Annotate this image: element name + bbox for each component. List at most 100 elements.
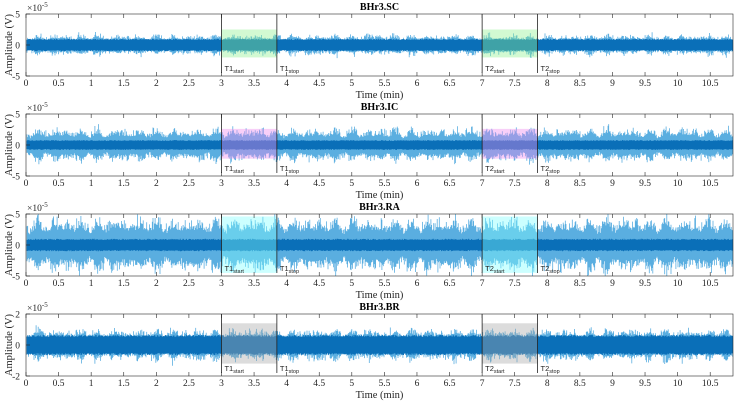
x-tick-label: 0 bbox=[24, 79, 29, 89]
marker-label: T2start bbox=[485, 364, 505, 375]
shaded-window-1 bbox=[221, 216, 277, 273]
x-tick-label: 0.5 bbox=[53, 79, 65, 89]
x-tick-label: 6.5 bbox=[444, 179, 456, 189]
y-exponent-base: ×10 bbox=[27, 204, 42, 214]
y-tick-label: -5 bbox=[12, 173, 20, 183]
x-tick-label: 2.5 bbox=[183, 179, 195, 189]
x-tick-label: 7.5 bbox=[509, 279, 521, 289]
x-tick-label: 8.5 bbox=[574, 79, 586, 89]
x-tick-label: 2 bbox=[154, 79, 159, 89]
x-tick-label: 1 bbox=[89, 79, 94, 89]
x-tick-label: 4.5 bbox=[313, 79, 325, 89]
marker-label-sub: start bbox=[233, 69, 244, 75]
x-tick-label: 0.5 bbox=[53, 279, 65, 289]
subplot-title: BHr3.IC bbox=[361, 102, 399, 113]
marker-label-main: T2 bbox=[541, 164, 550, 173]
x-tick-label: 2.5 bbox=[183, 79, 195, 89]
x-tick-label: 2 bbox=[154, 179, 159, 189]
x-tick-label: 6.5 bbox=[444, 379, 456, 389]
x-tick-label: 9.5 bbox=[639, 279, 651, 289]
x-tick-label: 9.5 bbox=[639, 379, 651, 389]
y-tick-label: 0 bbox=[15, 142, 20, 152]
shaded-window-1 bbox=[221, 29, 277, 58]
x-tick-label: 3.5 bbox=[248, 79, 260, 89]
shaded-window-2 bbox=[482, 29, 538, 58]
y-tick-label: 0 bbox=[15, 342, 20, 352]
x-tick-label: 7.5 bbox=[509, 79, 521, 89]
x-tick-label: 5.5 bbox=[378, 79, 390, 89]
x-tick-label: 4 bbox=[284, 379, 289, 389]
marker-label: T2stop bbox=[541, 364, 560, 375]
subplot-title: BHr3.SC bbox=[360, 2, 399, 13]
marker-label-main: T2 bbox=[485, 64, 494, 73]
x-tick-label: 7 bbox=[480, 79, 485, 89]
y-tick-label: -2 bbox=[12, 373, 20, 383]
x-tick-label: 8 bbox=[545, 79, 550, 89]
x-tick-label: 10 bbox=[673, 79, 683, 89]
y-tick-label: 5 bbox=[15, 111, 20, 121]
shaded-window-2 bbox=[482, 216, 538, 273]
x-tick-label: 9 bbox=[610, 379, 615, 389]
marker-label: T1stop bbox=[280, 64, 299, 75]
marker-label: T1stop bbox=[280, 364, 299, 375]
marker-label: T1start bbox=[224, 264, 244, 275]
shaded-window-2 bbox=[482, 323, 538, 364]
y-axis-label: Amplitude (V) bbox=[4, 13, 15, 76]
x-tick-label: 4 bbox=[284, 179, 289, 189]
x-tick-label: 5 bbox=[349, 179, 354, 189]
shaded-window-1 bbox=[221, 128, 277, 159]
x-tick-label: 1 bbox=[89, 379, 94, 389]
x-tick-label: 7 bbox=[480, 179, 485, 189]
x-tick-label: 5.5 bbox=[378, 279, 390, 289]
x-tick-label: 9.5 bbox=[639, 79, 651, 89]
marker-label-sub: start bbox=[494, 69, 505, 75]
x-tick-label: 6.5 bbox=[444, 279, 456, 289]
y-axis-label: Amplitude (V) bbox=[4, 313, 15, 376]
signal-trace-core bbox=[26, 238, 733, 252]
x-tick-label: 10 bbox=[673, 179, 683, 189]
y-exponent-base: ×10 bbox=[27, 4, 42, 14]
x-tick-label: 1.5 bbox=[118, 379, 130, 389]
x-tick-label: 10.5 bbox=[702, 379, 719, 389]
x-tick-label: 4.5 bbox=[313, 379, 325, 389]
x-tick-label: 9 bbox=[610, 179, 615, 189]
x-tick-label: 8.5 bbox=[574, 179, 586, 189]
x-tick-label: 5 bbox=[349, 379, 354, 389]
marker-label-sub: stop bbox=[289, 369, 299, 375]
x-tick-label: 4 bbox=[284, 79, 289, 89]
x-tick-label: 5.5 bbox=[378, 379, 390, 389]
x-tick-label: 9 bbox=[610, 79, 615, 89]
marker-label: T1start bbox=[224, 164, 244, 175]
marker-label-sub: start bbox=[233, 269, 244, 275]
y-exponent-base: ×10 bbox=[27, 104, 42, 114]
marker-label-sub: stop bbox=[289, 169, 299, 175]
x-tick-label: 3.5 bbox=[248, 179, 260, 189]
marker-label-main: T1 bbox=[280, 164, 289, 173]
signal-trace-core bbox=[26, 38, 733, 52]
signal-trace-core bbox=[26, 140, 733, 150]
x-tick-label: 10.5 bbox=[702, 279, 719, 289]
x-tick-label: 2 bbox=[154, 379, 159, 389]
marker-label-main: T1 bbox=[224, 264, 233, 273]
y-exponent: ×10-5 bbox=[27, 301, 48, 314]
x-tick-label: 5.5 bbox=[378, 179, 390, 189]
x-tick-label: 7.5 bbox=[509, 379, 521, 389]
x-tick-label: 1 bbox=[89, 179, 94, 189]
x-axis-label: Time (min) bbox=[356, 390, 404, 401]
marker-label-sub: stop bbox=[289, 269, 299, 275]
marker-label-main: T1 bbox=[280, 264, 289, 273]
x-axis-label: Time (min) bbox=[356, 290, 404, 301]
x-tick-label: 6 bbox=[415, 79, 420, 89]
x-tick-label: 5 bbox=[349, 279, 354, 289]
x-tick-label: 3.5 bbox=[248, 279, 260, 289]
x-tick-label: 1 bbox=[89, 279, 94, 289]
y-exponent-power: -5 bbox=[42, 301, 48, 309]
marker-label-main: T1 bbox=[280, 64, 289, 73]
marker-label-main: T1 bbox=[280, 364, 289, 373]
x-tick-label: 4 bbox=[284, 279, 289, 289]
x-axis-label: Time (min) bbox=[356, 190, 404, 201]
